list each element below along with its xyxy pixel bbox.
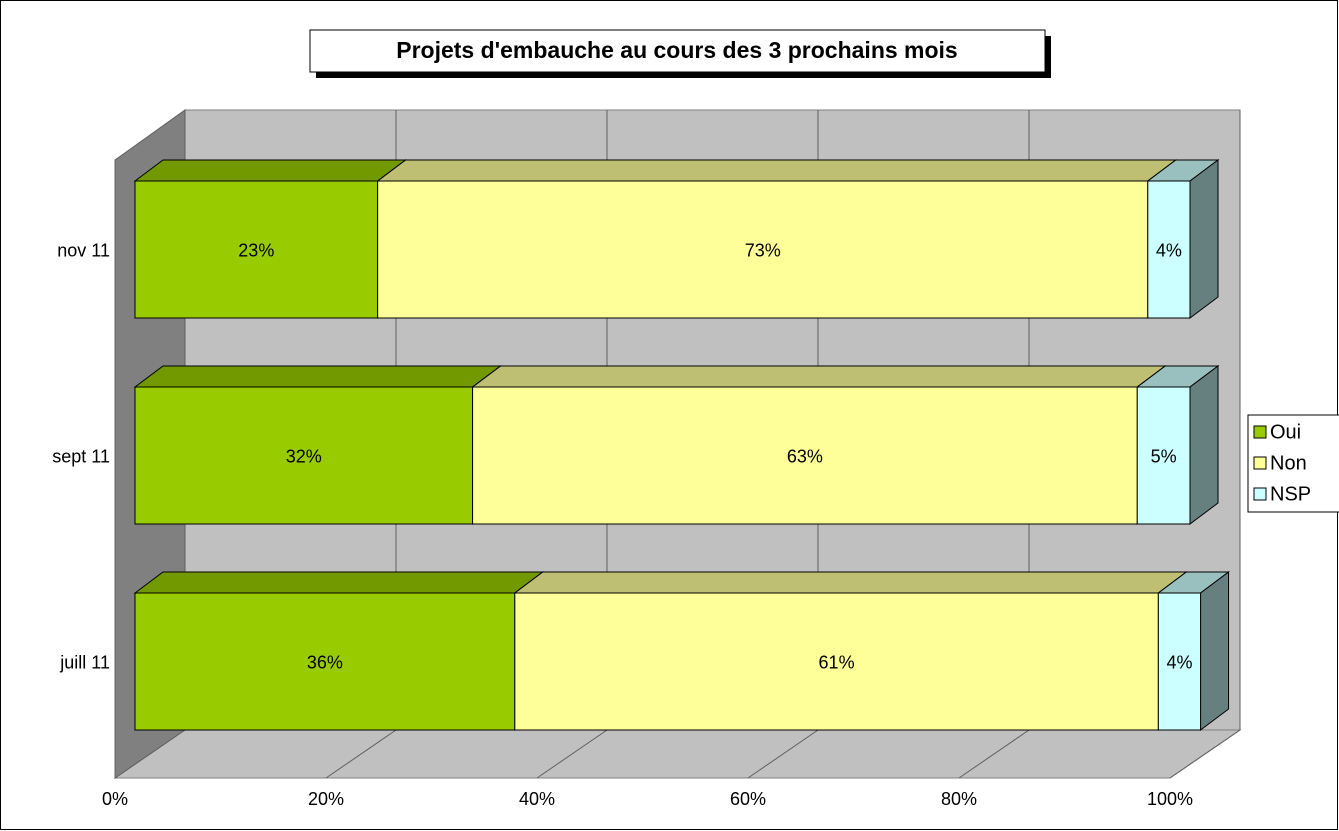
title-box [309, 29, 1046, 73]
bar [472, 386, 1138, 525]
bar-top [471, 365, 1167, 388]
legend-swatch [1253, 487, 1267, 501]
grid-line [747, 729, 819, 779]
floor [113, 729, 1242, 779]
bar-top [133, 571, 545, 594]
y-tick-label: juill 11 [59, 652, 110, 672]
x-tick-label: 60% [730, 789, 766, 809]
plot: 0% 20% 40% 60% 80% 100% nov 11 23% 73% 4% sept 11 3… [52, 110, 1241, 809]
y-tick-label: sept 11 [52, 446, 110, 466]
legend-label: Non [1270, 452, 1307, 474]
value-label: 61% [819, 652, 855, 672]
legend-swatch [1253, 456, 1267, 470]
legend-label: Oui [1270, 421, 1301, 443]
bar [1136, 386, 1191, 525]
bar-side [1200, 571, 1230, 731]
legend: Oui Non NSP [1253, 421, 1311, 505]
bar [377, 180, 1149, 319]
x-tick-label: 80% [941, 789, 977, 809]
y-tick-label: nov 11 [57, 240, 110, 260]
x-tick-label: 0% [102, 789, 128, 809]
bar-top [376, 159, 1178, 182]
chart-title: Projets d'embauche au cours des 3 procha… [396, 37, 957, 63]
grid-line [536, 729, 608, 779]
bar-side [1189, 159, 1219, 319]
grid-line [958, 729, 1030, 779]
bar-top [513, 571, 1188, 594]
grid-line [114, 729, 186, 779]
bar [1147, 180, 1191, 319]
value-label: 32% [286, 446, 322, 466]
x-tick-label: 100% [1147, 789, 1193, 809]
value-label: 63% [787, 446, 823, 466]
legend-swatch [1253, 425, 1267, 439]
value-label: 5% [1151, 446, 1177, 466]
bar [134, 592, 516, 731]
value-label: 23% [238, 240, 274, 260]
bar [134, 386, 474, 525]
bar [1157, 592, 1202, 731]
bar-top [133, 365, 503, 388]
legend-label: NSP [1270, 483, 1311, 505]
bar [514, 592, 1159, 731]
value-label: 36% [307, 652, 343, 672]
grid-line [325, 729, 397, 779]
bar-top [133, 159, 408, 182]
x-tick-label: 40% [519, 789, 555, 809]
bar [134, 180, 379, 319]
value-label: 73% [745, 240, 781, 260]
grid-line [1169, 729, 1241, 779]
value-label: 4% [1166, 652, 1192, 672]
bar-side [1189, 365, 1219, 525]
x-tick-label: 20% [308, 789, 344, 809]
value-label: 4% [1156, 240, 1182, 260]
